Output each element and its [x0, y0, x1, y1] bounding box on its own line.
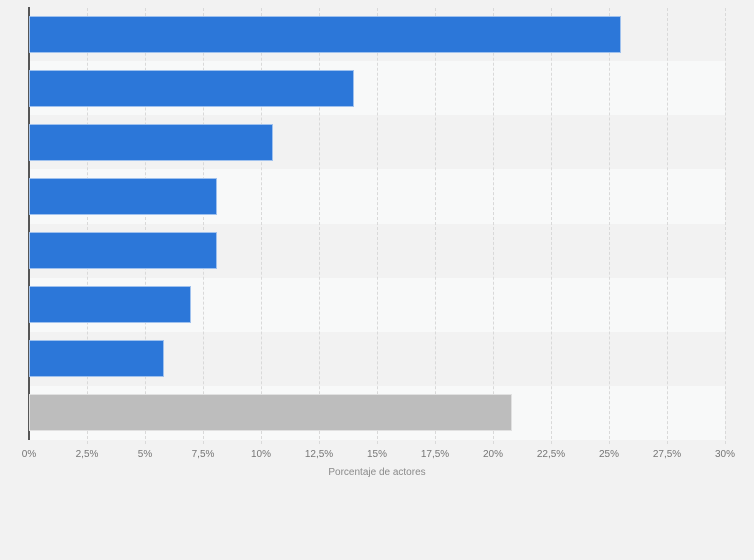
x-tick-label: 27,5% — [652, 449, 682, 460]
gridline — [667, 8, 668, 444]
gridline — [435, 8, 436, 444]
gridline — [261, 8, 262, 444]
gridline — [609, 8, 610, 444]
x-tick-label: 12,5% — [304, 449, 334, 460]
x-axis-title: Porcentaje de actores — [328, 467, 426, 478]
gridline — [319, 8, 320, 444]
bar[interactable] — [29, 286, 192, 324]
x-tick-label: 17,5% — [420, 449, 450, 460]
x-tick-label: 10% — [250, 449, 272, 460]
bar[interactable] — [29, 340, 164, 378]
x-tick-label: 0% — [21, 449, 37, 460]
bar[interactable] — [29, 69, 354, 107]
x-tick-label: 5% — [137, 449, 153, 460]
x-axis-tick-labels: 0% 2,5% 5% 7,5% 10% 12,5% 15% 17,5% 20% 22,5% 25% 2… — [0, 449, 754, 461]
bar[interactable] — [29, 15, 621, 53]
bar[interactable] — [29, 232, 217, 270]
gridline — [377, 8, 378, 444]
x-tick-label: 15% — [366, 449, 388, 460]
x-tick-label: 22,5% — [536, 449, 566, 460]
gridline — [725, 8, 726, 444]
x-tick-label: 2,5% — [75, 449, 99, 460]
gridline — [493, 8, 494, 444]
y-axis-line — [28, 7, 30, 440]
x-tick-label: 30% — [714, 449, 736, 460]
gridline — [203, 8, 204, 444]
bar[interactable] — [29, 123, 273, 161]
x-tick-label: 20% — [482, 449, 504, 460]
x-tick-label: 25% — [598, 449, 620, 460]
x-tick-label: 7,5% — [191, 449, 215, 460]
plot-area — [28, 7, 726, 444]
gridline — [87, 8, 88, 444]
bar[interactable] — [29, 394, 512, 432]
gridline — [145, 8, 146, 444]
bar[interactable] — [29, 177, 217, 215]
gridline — [551, 8, 552, 444]
